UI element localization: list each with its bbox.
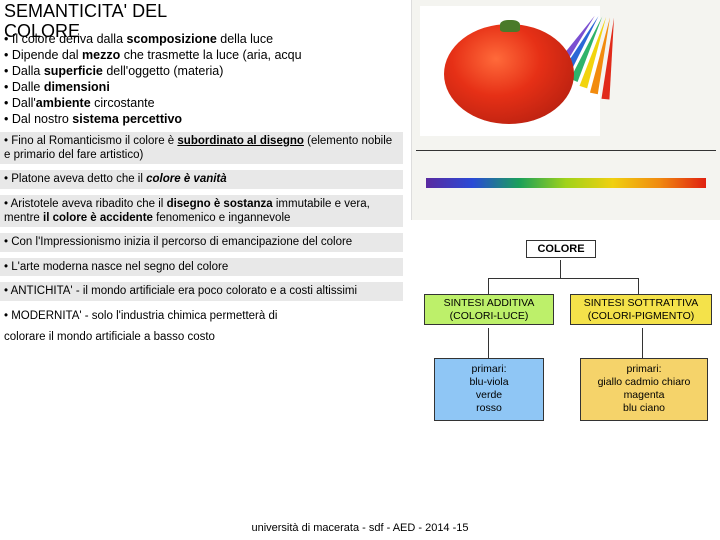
note-impressionismo: • Con l'Impressionismo inizia il percors… [0,233,403,251]
tomato-stem-icon [500,20,520,32]
node-primari-luce: primari: blu-viola verde rosso [434,358,544,421]
tomato-illustration [420,6,600,136]
note-aristotele: • Aristotele aveva ribadito che il diseg… [0,195,403,228]
footer-text: università di macerata - sdf - AED - 201… [0,522,720,534]
note-romanticismo: • Fino al Romanticismo il colore è subor… [0,132,403,165]
node-sintesi-sottrattiva: SINTESI SOTTRATTIVA (COLORI-PIGMENTO) [570,294,712,325]
node-sintesi-additiva: SINTESI ADDITIVA (COLORI-LUCE) [424,294,554,325]
tomato-icon [444,24,574,124]
node-colore: COLORE [526,240,596,258]
spectrum-figure [411,0,720,220]
color-diagram: COLORE SINTESI ADDITIVA (COLORI-LUCE) SI… [406,240,716,470]
title-line1: SEMANTICITA' DEL [4,1,167,21]
note-modernita: • MODERNITA' - solo l'industria chimica … [0,307,403,325]
spectrum-scale [416,150,716,210]
note-platone: • Platone aveva detto che il colore è va… [0,170,403,188]
note-antichita: • ANTICHITA' - il mondo artificiale era … [0,282,403,300]
node-primari-pigmento: primari: giallo cadmio chiaro magenta bl… [580,358,708,421]
note-arte-moderna: • L'arte moderna nasce nel segno del col… [0,258,403,276]
visible-spectrum-bar [426,178,706,188]
